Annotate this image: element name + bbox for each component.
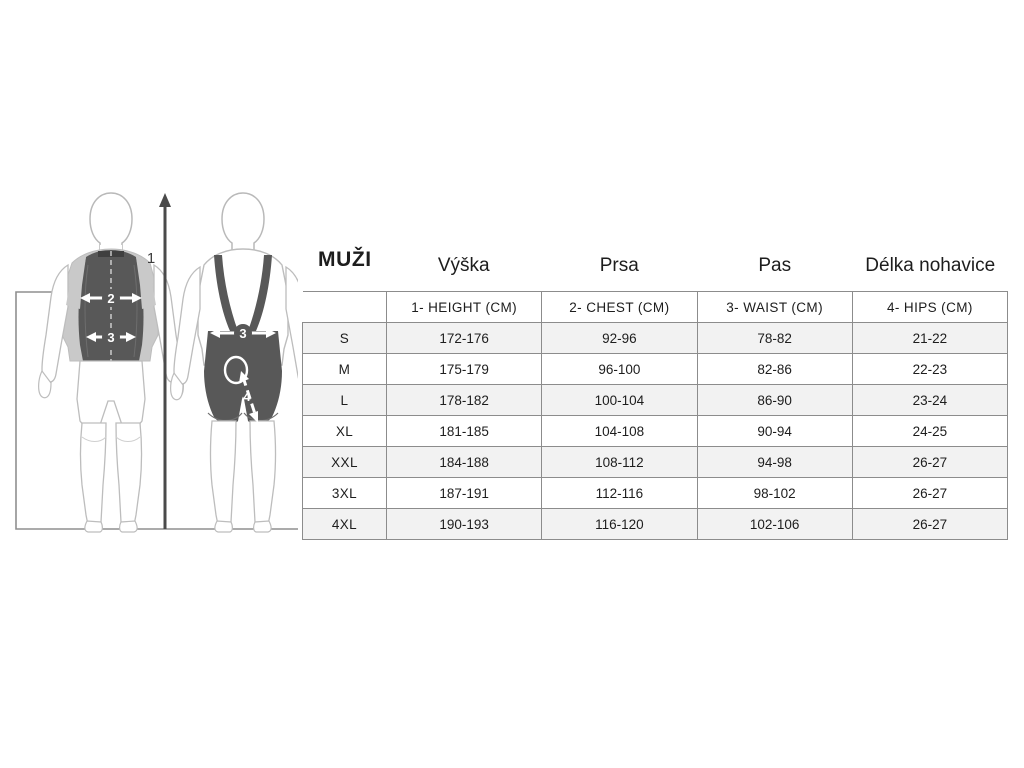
cell-size: XXL [302,446,387,478]
bib-shorts-figure: 3 4 [170,192,298,533]
table-row: XL 181-185 104-108 90-94 24-25 [302,415,1009,447]
cell-height: 181-185 [385,415,543,447]
cell-hips: 22-23 [851,353,1009,385]
page-title: MUŽI [318,248,372,271]
cell-height: 184-188 [385,446,543,478]
table-row: L 178-182 100-104 86-90 23-24 [302,384,1009,416]
cell-height: 178-182 [385,384,543,416]
table-row: 3XL 187-191 112-116 98-102 26-27 [302,477,1009,509]
cell-size: M [302,353,387,385]
marker-label-3-bib: 3 [239,326,246,341]
cell-chest: 100-104 [541,384,698,416]
leg-length-measure-arrow: 4 [223,355,258,423]
caption-waist: Pas [758,255,792,276]
cell-hips: 21-22 [851,322,1009,354]
cell-height: 172-176 [385,322,543,354]
table-header-row: 1- HEIGHT (CM) 2- CHEST (CM) 3- WAIST (C… [302,291,1009,323]
cell-waist: 86-90 [696,384,853,416]
left-measure-bracket [15,291,298,530]
cell-hips: 26-27 [851,508,1009,540]
header-waist: 3- WAIST (CM) [696,291,853,323]
cell-hips: 24-25 [851,415,1009,447]
cell-chest: 96-100 [541,353,698,385]
caption-height: Výška [437,255,490,276]
cell-waist: 90-94 [696,415,853,447]
caption-spacer [302,255,386,289]
header-height: 1- HEIGHT (CM) [385,291,543,323]
cell-size: L [302,384,387,416]
cell-chest: 92-96 [541,322,698,354]
cell-height: 187-191 [385,477,543,509]
waist-measure-arrow-front: 3 [86,328,136,346]
table-row: XXL 184-188 108-112 94-98 26-27 [302,446,1009,478]
cell-waist: 98-102 [696,477,853,509]
marker-label-4: 4 [243,389,251,404]
header-chest: 2- CHEST (CM) [541,291,698,323]
cell-chest: 108-112 [541,446,698,478]
cell-size: 4XL [302,508,387,540]
cell-hips: 23-24 [851,384,1009,416]
bib-straps [214,255,272,331]
marker-label-1: 1 [147,250,155,267]
cell-hips: 26-27 [851,446,1009,478]
cell-waist: 82-86 [696,353,853,385]
cell-waist: 94-98 [696,446,853,478]
table-row: S 172-176 92-96 78-82 21-22 [302,322,1009,354]
cell-chest: 116-120 [541,508,698,540]
marker-label-2: 2 [107,291,114,306]
size-chart-table: 1- HEIGHT (CM) 2- CHEST (CM) 3- WAIST (C… [302,291,1009,540]
front-body-figure: 2 3 [38,192,184,533]
header-hips: 4- HIPS (CM) [851,291,1009,323]
cell-hips: 26-27 [851,477,1009,509]
cell-size: XL [302,415,387,447]
table-row: M 175-179 96-100 82-86 22-23 [302,353,1009,385]
cell-size: 3XL [302,477,387,509]
caption-chest: Prsa [599,255,639,276]
cell-height: 190-193 [385,508,543,540]
header-size [302,291,387,323]
cell-chest: 112-116 [541,477,698,509]
cell-chest: 104-108 [541,415,698,447]
cell-size: S [302,322,387,354]
cell-waist: 102-106 [696,508,853,540]
cell-height: 175-179 [385,353,543,385]
height-measure-arrow: 1 [147,193,171,529]
caption-leg-length: Délka nohavice [865,255,996,276]
cell-waist: 78-82 [696,322,853,354]
figure-illustrations: 2 3 1 [8,185,298,535]
marker-label-3-front: 3 [107,330,114,345]
chest-measure-arrow: 2 [80,289,142,307]
waist-measure-arrow-bib: 3 [210,324,276,342]
czech-column-captions: Výška Prsa Pas Délka nohavice [302,255,1008,289]
table-row: 4XL 190-193 116-120 102-106 26-27 [302,508,1009,540]
